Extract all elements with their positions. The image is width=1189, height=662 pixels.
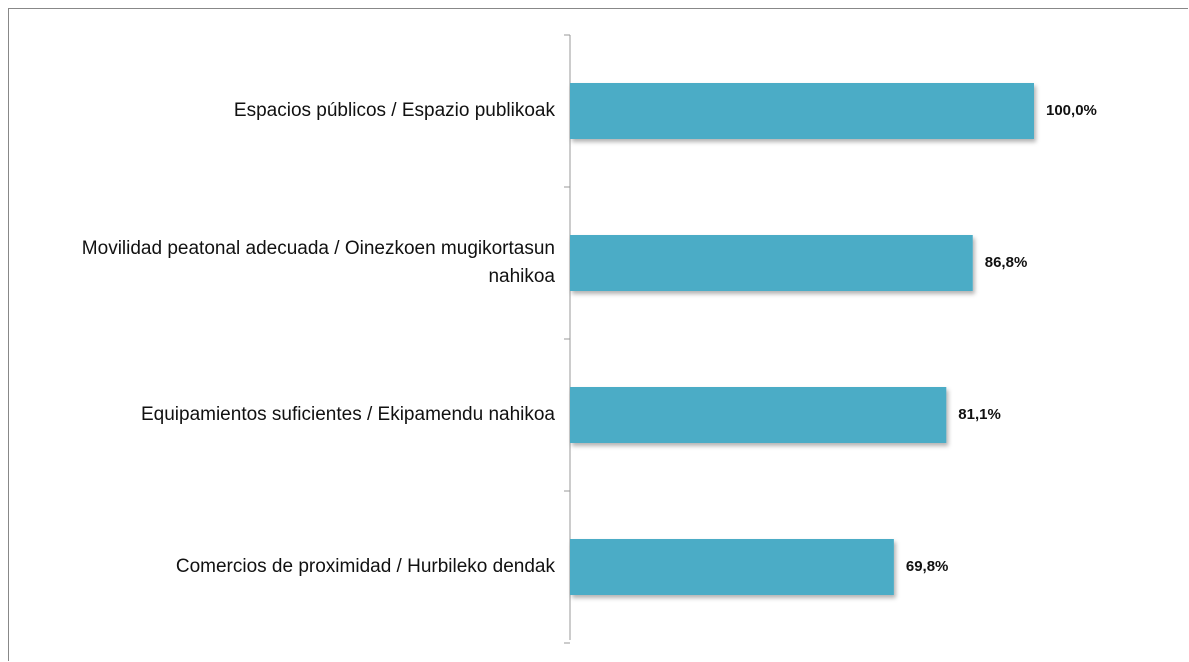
y-tick-label: Comercios de proximidad / Hurbileko dend… bbox=[175, 556, 555, 577]
bar bbox=[570, 539, 894, 595]
value-label: 100,0% bbox=[1046, 102, 1097, 119]
y-tick-label: Movilidad peatonal adecuada / Oinezkoen … bbox=[81, 238, 555, 287]
y-tick-label: Espacios públicos / Espazio publikoak bbox=[233, 100, 555, 121]
bar bbox=[570, 83, 1034, 139]
chart-frame bbox=[8, 8, 1188, 661]
value-label: 86,8% bbox=[985, 254, 1028, 271]
value-label: 81,1% bbox=[958, 406, 1001, 423]
bar bbox=[570, 235, 973, 291]
y-tick-label: Equipamientos suficientes / Ekipamendu n… bbox=[140, 404, 555, 425]
value-label: 69,8% bbox=[906, 558, 949, 575]
bar bbox=[570, 387, 947, 443]
